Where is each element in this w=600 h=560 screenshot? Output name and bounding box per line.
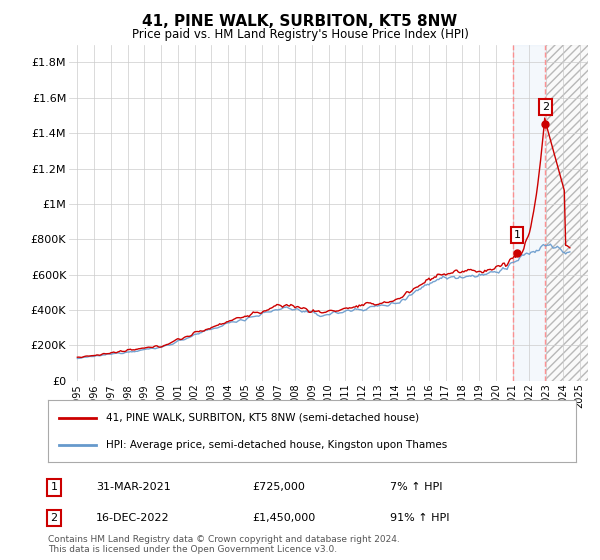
Text: 41, PINE WALK, SURBITON, KT5 8NW (semi-detached house): 41, PINE WALK, SURBITON, KT5 8NW (semi-d…: [106, 413, 419, 423]
Text: Contains HM Land Registry data © Crown copyright and database right 2024.
This d: Contains HM Land Registry data © Crown c…: [48, 535, 400, 554]
Bar: [546, 45, 588, 381]
Bar: [512, 45, 545, 381]
Text: 16-DEC-2022: 16-DEC-2022: [96, 513, 170, 523]
Text: Price paid vs. HM Land Registry's House Price Index (HPI): Price paid vs. HM Land Registry's House …: [131, 28, 469, 41]
Text: 91% ↑ HPI: 91% ↑ HPI: [390, 513, 449, 523]
Text: £1,450,000: £1,450,000: [252, 513, 315, 523]
Text: 41, PINE WALK, SURBITON, KT5 8NW: 41, PINE WALK, SURBITON, KT5 8NW: [142, 14, 458, 29]
Text: HPI: Average price, semi-detached house, Kingston upon Thames: HPI: Average price, semi-detached house,…: [106, 440, 448, 450]
Text: £725,000: £725,000: [252, 482, 305, 492]
Text: 1: 1: [514, 230, 520, 240]
Text: 31-MAR-2021: 31-MAR-2021: [96, 482, 171, 492]
Text: 2: 2: [542, 102, 549, 112]
Text: 2: 2: [50, 513, 58, 523]
Bar: [546, 45, 588, 381]
Text: 1: 1: [50, 482, 58, 492]
Text: 7% ↑ HPI: 7% ↑ HPI: [390, 482, 443, 492]
